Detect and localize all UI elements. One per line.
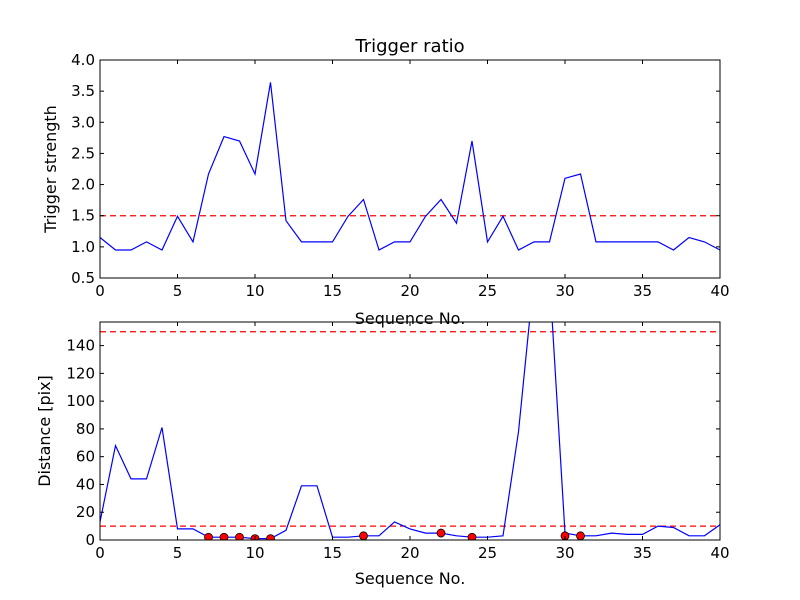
bottom-x-tick-label: 35 [633,544,652,562]
top-y-tick-label: 2.5 [71,144,95,162]
top-x-axis-label: Sequence No. [355,309,466,328]
top-x-tick-label: 15 [323,282,342,300]
bottom-y-tick-label: 40 [76,475,95,493]
bottom-x-tick-label: 40 [710,544,729,562]
top-x-tick-label: 35 [633,282,652,300]
bottom-series-line [100,322,720,540]
bottom-x-tick-label: 15 [323,544,342,562]
bottom-marker-point [204,532,213,540]
bottom-y-tick-label: 140 [66,337,95,355]
bottom-y-tick-label: 20 [76,503,95,521]
bottom-y-tick-label: 100 [66,392,95,410]
top-plot-frame [99,59,721,279]
top-chart: Trigger ratio 0 5 10 15 20 25 30 35 40 0.5 1.0 1.5 2… [41,36,730,328]
top-x-tick-label: 25 [478,282,497,300]
top-series-line [100,82,720,251]
top-x-tick-label: 5 [173,282,183,300]
bottom-y-tick-label: 0 [85,531,95,549]
top-y-axis-label: Trigger strength [41,105,60,234]
bottom-marker-point [219,532,229,540]
top-x-tick-label: 40 [710,282,729,300]
bottom-x-tick-label: 0 [95,544,105,562]
bottom-marker-point [266,534,275,540]
top-y-tick-label: 3.0 [71,113,95,131]
top-x-tick-label: 20 [400,282,419,300]
top-chart-title: Trigger ratio [354,36,464,57]
top-y-tick-label: 1.5 [71,207,95,225]
top-y-tick-label: 1.0 [71,238,95,256]
top-x-tick-label: 0 [95,282,105,300]
bottom-x-tick-label: 25 [478,544,497,562]
top-y-tick-label: 2.0 [71,176,95,194]
bottom-y-tick-label: 80 [76,420,95,438]
bottom-x-axis-label: Sequence No. [355,569,466,588]
bottom-x-tick-label: 5 [173,544,183,562]
bottom-y-tick-label: 60 [76,448,95,466]
top-y-tick-label: 0.5 [71,269,95,287]
bottom-x-tick-label: 10 [245,544,264,562]
bottom-y-tick-label: 120 [66,364,95,382]
bottom-y-axis-label: Distance [pix] [35,375,54,487]
bottom-x-tick-label: 30 [555,544,574,562]
bottom-plot-frame [99,321,721,541]
bottom-marker-point [359,531,368,540]
top-y-tick-label: 3.5 [71,82,95,100]
bottom-chart: 0 5 10 15 20 25 30 35 40 0 20 40 60 80 100 120 140 Seque… [35,321,730,588]
bottom-marker-point [467,532,477,540]
bottom-x-tick-label: 20 [400,544,419,562]
bottom-marker-point [576,531,585,540]
top-x-tick-label: 30 [555,282,574,300]
bottom-marker-point [436,528,446,538]
top-y-tick-label: 4.0 [71,51,95,69]
bottom-marker-point [235,532,244,540]
top-x-tick-label: 10 [245,282,264,300]
